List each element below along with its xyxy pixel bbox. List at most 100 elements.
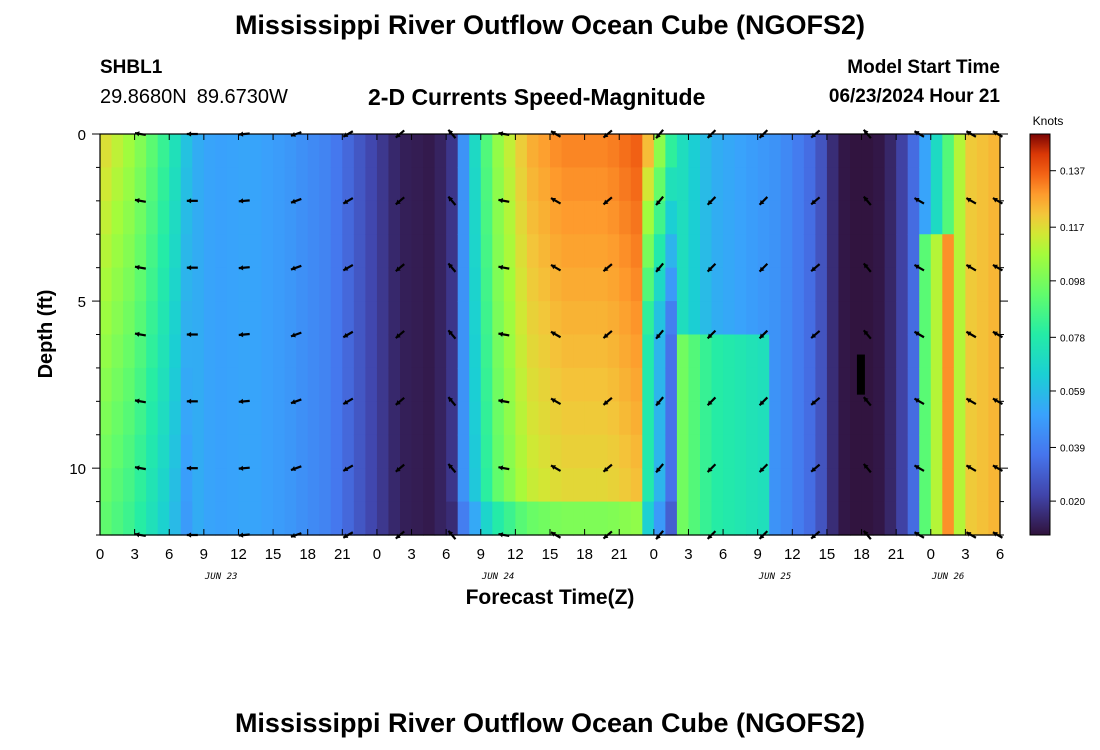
date-label: JUN 23 [204, 572, 238, 582]
heatmap-cell [976, 334, 990, 369]
heatmap-cell [803, 367, 816, 402]
heatmap-cell [988, 434, 1001, 469]
x-tick-label: 21 [888, 546, 905, 563]
x-tick-label: 9 [200, 546, 208, 563]
heatmap-cell [573, 501, 586, 536]
heatmap-cell [296, 234, 309, 269]
current-arrow [602, 463, 613, 473]
current-arrow [498, 331, 510, 337]
heatmap-cell [180, 334, 193, 369]
heatmap-cell [480, 367, 493, 402]
heatmap-cell [584, 501, 597, 536]
heatmap-cell [642, 267, 655, 302]
heatmap-cell [342, 334, 355, 369]
heatmap-cell [838, 434, 851, 469]
current-arrow [913, 330, 925, 339]
heatmap-cell [238, 401, 251, 436]
heatmap-cell [676, 468, 690, 503]
heatmap-cell [700, 367, 713, 402]
heatmap-cell [792, 367, 805, 402]
heatmap-cell [930, 468, 943, 503]
heatmap-cell [457, 334, 470, 369]
heatmap-cell [642, 301, 655, 336]
heatmap-cell [492, 367, 505, 402]
heatmap-cell [919, 267, 932, 302]
heatmap-cell [584, 234, 597, 269]
heatmap-cell [457, 501, 470, 536]
heatmap-cell [503, 301, 516, 336]
heatmap-cell [919, 234, 932, 269]
heatmap-cell [296, 267, 309, 302]
heatmap-cell [423, 134, 436, 169]
heatmap-cell [642, 367, 655, 402]
heatmap-cell [711, 301, 724, 336]
heatmap-cell [203, 334, 216, 369]
y-tick-label: 0 [78, 127, 86, 144]
heatmap-cell [111, 434, 124, 469]
heatmap-cell [157, 234, 170, 269]
heatmap-cell [238, 200, 251, 235]
heatmap-cell [492, 468, 505, 503]
heatmap-cell [746, 167, 759, 202]
heatmap-cell [365, 134, 378, 169]
heatmap-cell [653, 234, 666, 269]
heatmap-cell [757, 501, 770, 536]
heatmap-cell [780, 200, 793, 235]
heatmap-cell [180, 367, 193, 402]
current-arrow [447, 329, 457, 340]
heatmap-cell [457, 401, 470, 436]
heatmap-cell [319, 401, 332, 436]
heatmap-cell [330, 401, 343, 436]
heatmap-cell [711, 501, 724, 536]
colorbar: Knots 0.137 0.117 0.098 0.078 0.059 0.039 0.02… [1029, 114, 1085, 536]
heatmap-cell [711, 200, 724, 235]
heatmap-cell [826, 501, 840, 536]
heatmap-cell [550, 200, 563, 235]
current-arrow [342, 397, 354, 406]
heatmap-cell [746, 468, 759, 503]
heatmap-cell [861, 134, 874, 169]
heatmap-cell [711, 468, 724, 503]
heatmap-cell [203, 434, 216, 469]
heatmap-cell [503, 401, 516, 436]
heatmap-cell [619, 200, 632, 235]
heatmap-cell [792, 434, 805, 469]
heatmap-cell [146, 267, 159, 302]
heatmap-cell [180, 234, 193, 269]
heatmap-cell [123, 234, 136, 269]
heatmap-cell [930, 134, 943, 169]
heatmap-cell [584, 167, 597, 202]
heatmap-cell [446, 234, 459, 269]
heatmap-cell [723, 367, 736, 402]
heatmap-cell [353, 334, 366, 369]
heatmap-cell [365, 167, 378, 202]
heatmap-cell [976, 167, 990, 202]
current-arrow [498, 198, 510, 204]
current-arrow [602, 196, 613, 206]
heatmap-cell [607, 134, 620, 169]
heatmap-cell [676, 267, 690, 302]
heatmap-cell [330, 200, 343, 235]
heatmap-cell [203, 468, 216, 503]
heatmap-cell [584, 434, 597, 469]
heatmap-cell [134, 334, 147, 369]
heatmap-cell [792, 267, 805, 302]
heatmap-cell [838, 167, 851, 202]
heatmap-cell [873, 367, 886, 402]
heatmap-cell [630, 134, 643, 169]
heatmap-cell [134, 301, 147, 336]
current-arrow [134, 398, 146, 404]
heatmap-cell [192, 334, 205, 369]
heatmap-cell [215, 301, 228, 336]
heatmap-cell [480, 134, 493, 169]
heatmap-cell [826, 367, 840, 402]
heatmap-cell [261, 334, 274, 369]
current-arrow [186, 198, 198, 204]
heatmap-cell [538, 501, 551, 536]
heatmap-cell [307, 334, 320, 369]
heatmap-cell [388, 334, 401, 369]
heatmap-cell [284, 200, 297, 235]
heatmap-cell [976, 367, 990, 402]
heatmap-cell [884, 367, 897, 402]
heatmap-cell [723, 134, 736, 169]
